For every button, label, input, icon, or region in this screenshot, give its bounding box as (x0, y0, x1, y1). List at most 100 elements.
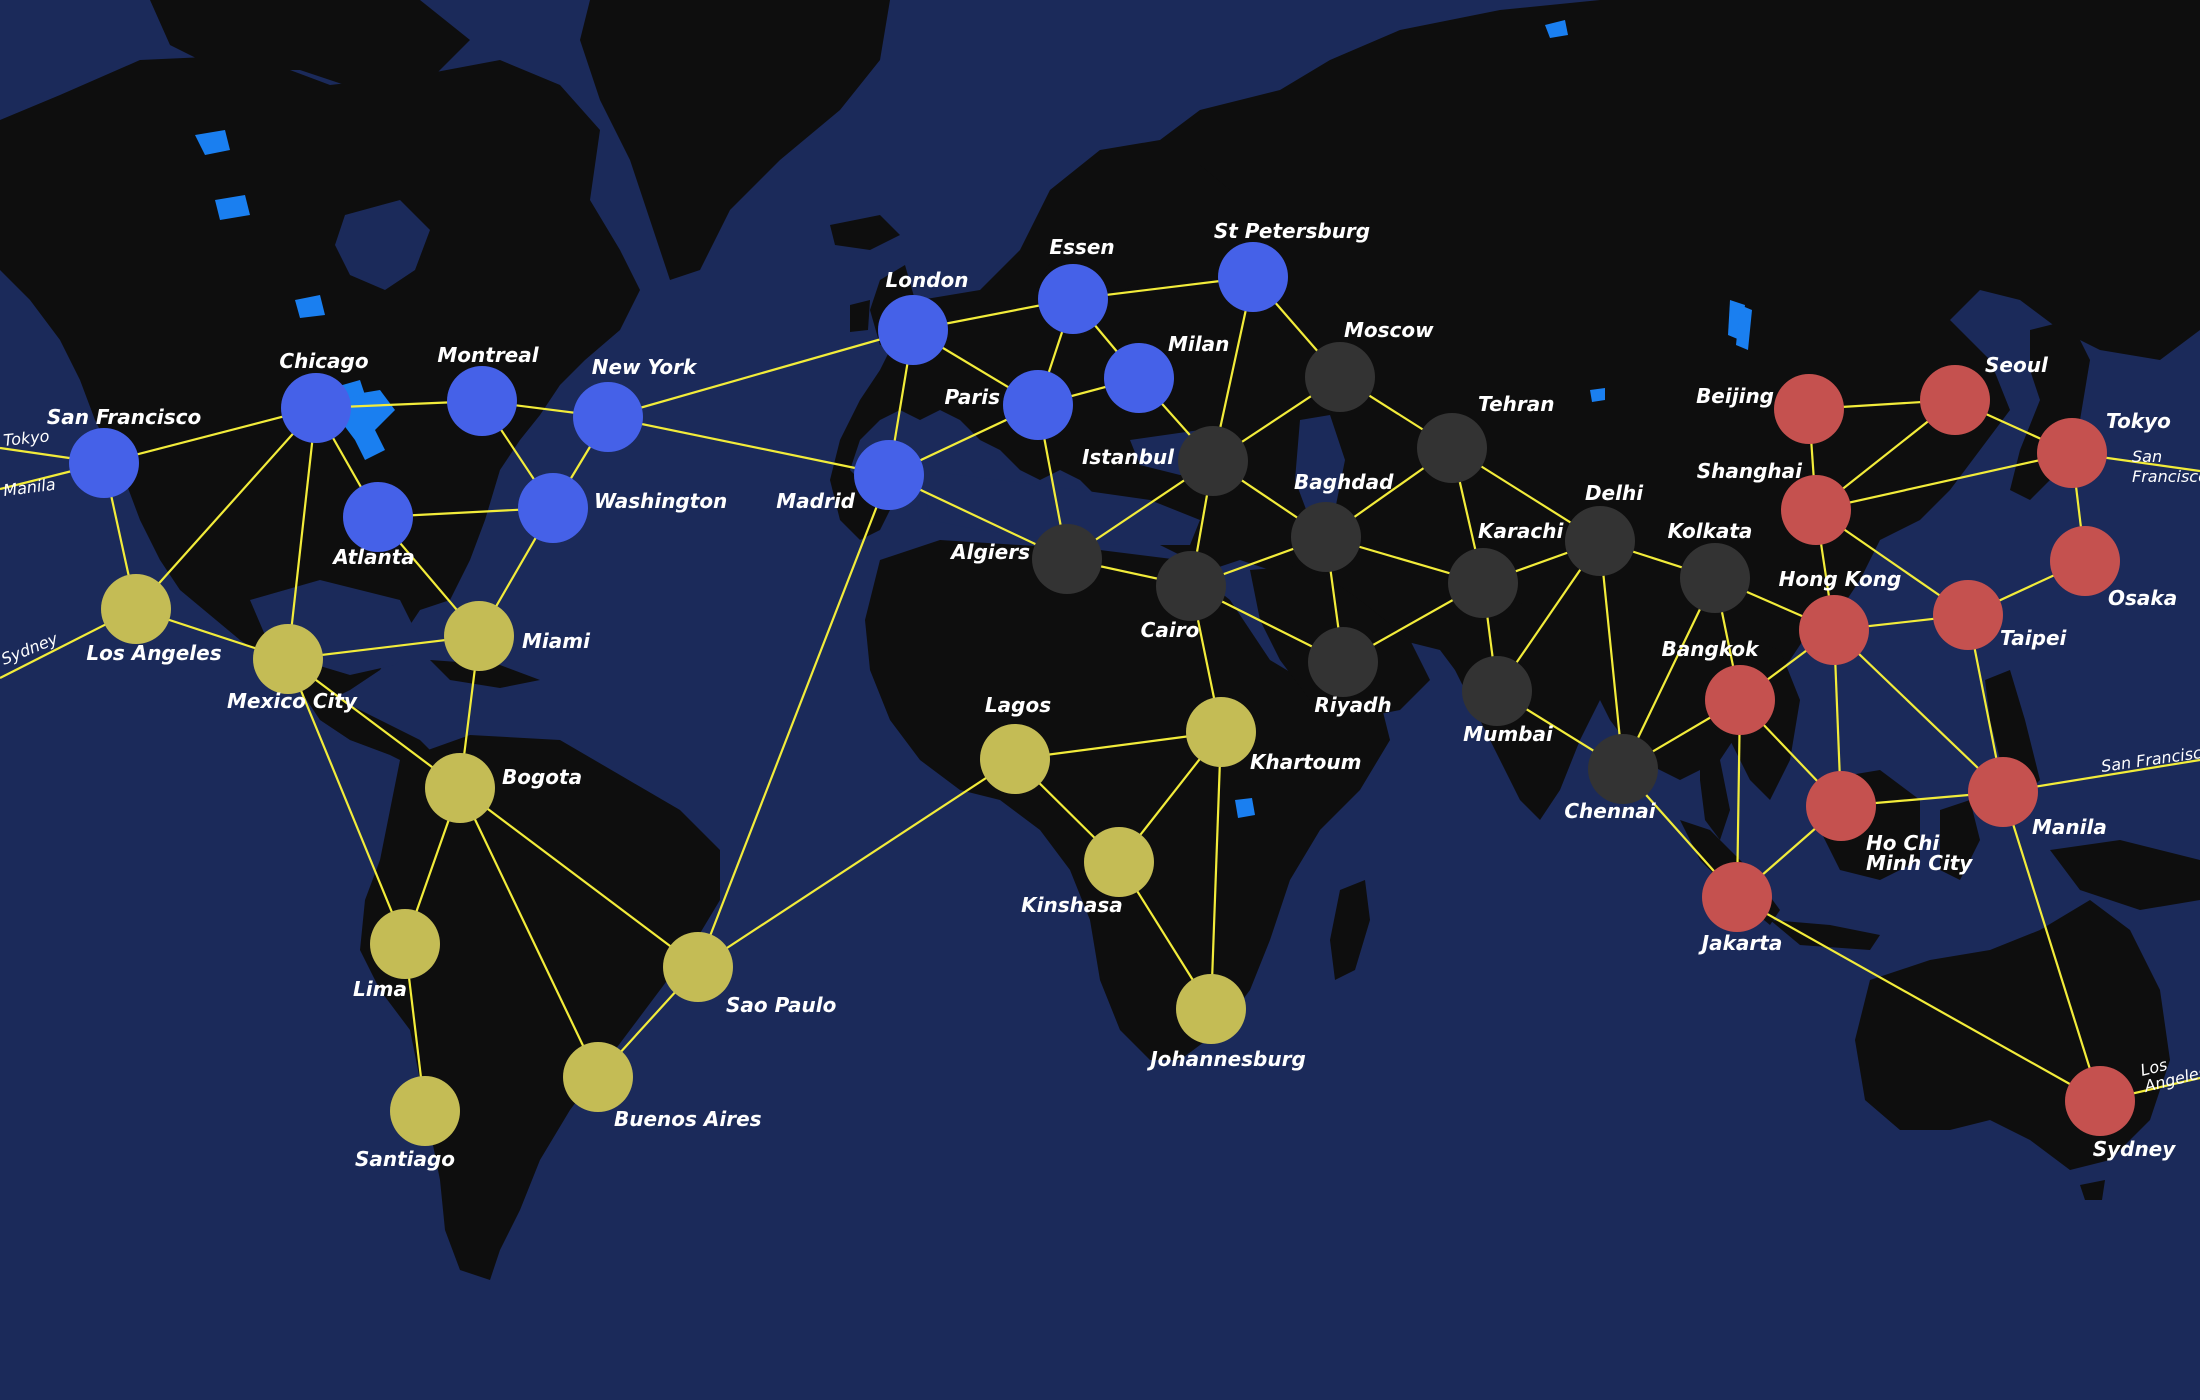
city-label-new-york: New York (592, 355, 698, 379)
city-moscow[interactable]: Moscow (1305, 318, 1434, 412)
city-marker-khartoum[interactable] (1186, 697, 1256, 767)
city-marker-riyadh[interactable] (1308, 627, 1378, 697)
city-marker-buenos-aires[interactable] (563, 1042, 633, 1112)
city-marker-tehran[interactable] (1417, 413, 1487, 483)
city-marker-delhi[interactable] (1565, 506, 1635, 576)
city-lagos[interactable]: Lagos (980, 693, 1051, 794)
city-madrid[interactable]: Madrid (776, 440, 924, 513)
city-mexico-city[interactable]: Mexico City (227, 624, 358, 713)
city-bogota[interactable]: Bogota (425, 753, 582, 823)
mediterranean-sea (920, 470, 1200, 545)
city-marker-san-francisco[interactable] (69, 428, 139, 498)
city-marker-milan[interactable] (1104, 343, 1174, 413)
city-osaka[interactable]: Osaka (2050, 526, 2177, 610)
city-marker-essen[interactable] (1038, 264, 1108, 334)
city-santiago[interactable]: Santiago (355, 1076, 460, 1171)
city-johannesburg[interactable]: Johannesburg (1146, 974, 1306, 1071)
city-mumbai[interactable]: Mumbai (1462, 656, 1554, 746)
city-tehran[interactable]: Tehran (1417, 392, 1554, 483)
city-marker-los-angeles[interactable] (101, 574, 171, 644)
city-marker-london[interactable] (878, 295, 948, 365)
edge-label-san-right-top: San (2132, 447, 2162, 466)
city-marker-moscow[interactable] (1305, 342, 1375, 412)
city-marker-madrid[interactable] (854, 440, 924, 510)
lakes (195, 20, 1752, 818)
city-marker-algiers[interactable] (1032, 524, 1102, 594)
city-marker-santiago[interactable] (390, 1076, 460, 1146)
city-marker-tokyo[interactable] (2037, 418, 2107, 488)
city-marker-chennai[interactable] (1588, 734, 1658, 804)
city-essen[interactable]: Essen (1038, 235, 1115, 334)
city-shanghai[interactable]: Shanghai (1697, 459, 1851, 545)
city-sao-paulo[interactable]: Sao Paulo (663, 932, 837, 1017)
city-ho-chi-minh-city[interactable]: Ho Chi Minh City (1806, 771, 1973, 875)
city-marker-new-york[interactable] (573, 382, 643, 452)
city-seoul[interactable]: Seoul (1920, 353, 2049, 435)
city-marker-kolkata[interactable] (1680, 543, 1750, 613)
city-marker-hong-kong[interactable] (1799, 595, 1869, 665)
city-marker-osaka[interactable] (2050, 526, 2120, 596)
city-kolkata[interactable]: Kolkata (1668, 519, 1753, 613)
city-atlanta[interactable]: Atlanta (331, 482, 415, 569)
city-kinshasa[interactable]: Kinshasa (1021, 827, 1154, 917)
city-marker-chicago[interactable] (281, 373, 351, 443)
city-delhi[interactable]: Delhi (1565, 481, 1644, 576)
city-baghdad[interactable]: Baghdad (1291, 470, 1394, 572)
city-marker-manila[interactable] (1968, 757, 2038, 827)
city-istanbul[interactable]: Istanbul (1082, 426, 1248, 496)
city-marker-miami[interactable] (444, 601, 514, 671)
city-marker-cairo[interactable] (1156, 551, 1226, 621)
city-paris[interactable]: Paris (945, 370, 1074, 440)
city-marker-lagos[interactable] (980, 724, 1050, 794)
city-montreal[interactable]: Montreal (437, 343, 540, 436)
city-marker-bogota[interactable] (425, 753, 495, 823)
city-marker-beijing[interactable] (1774, 374, 1844, 444)
city-lima[interactable]: Lima (353, 909, 440, 1001)
city-chicago[interactable]: Chicago (279, 349, 369, 443)
city-riyadh[interactable]: Riyadh (1308, 627, 1392, 717)
city-tokyo[interactable]: Tokyo (2037, 409, 2171, 488)
city-sydney[interactable]: Sydney (2065, 1066, 2176, 1161)
city-marker-baghdad[interactable] (1291, 502, 1361, 572)
city-cairo[interactable]: Cairo (1141, 551, 1226, 642)
city-khartoum[interactable]: Khartoum (1186, 697, 1361, 774)
city-marker-sydney[interactable] (2065, 1066, 2135, 1136)
city-marker-bangkok[interactable] (1705, 665, 1775, 735)
city-buenos-aires[interactable]: Buenos Aires (563, 1042, 762, 1131)
city-marker-seoul[interactable] (1920, 365, 1990, 435)
city-milan[interactable]: Milan (1104, 332, 1229, 413)
city-st-petersburg[interactable]: St Petersburg (1214, 219, 1370, 312)
city-beijing[interactable]: Beijing (1696, 374, 1844, 444)
city-los-angeles[interactable]: Los Angeles (86, 574, 222, 665)
city-london[interactable]: London (878, 268, 969, 365)
city-new-york[interactable]: New York (573, 355, 698, 452)
city-marker-sao-paulo[interactable] (663, 932, 733, 1002)
city-marker-shanghai[interactable] (1781, 475, 1851, 545)
city-marker-mumbai[interactable] (1462, 656, 1532, 726)
city-algiers[interactable]: Algiers (949, 524, 1102, 594)
city-karachi[interactable]: Karachi (1448, 519, 1564, 618)
city-marker-lima[interactable] (370, 909, 440, 979)
city-marker-istanbul[interactable] (1178, 426, 1248, 496)
city-marker-ho-chi-minh-city[interactable] (1806, 771, 1876, 841)
city-marker-kinshasa[interactable] (1084, 827, 1154, 897)
city-marker-atlanta[interactable] (343, 482, 413, 552)
city-miami[interactable]: Miami (444, 601, 591, 671)
city-bangkok[interactable]: Bangkok (1662, 637, 1775, 735)
city-marker-paris[interactable] (1003, 370, 1073, 440)
city-san-francisco[interactable]: San Francisco (47, 405, 202, 498)
city-manila[interactable]: Manila (1968, 757, 2107, 839)
city-marker-karachi[interactable] (1448, 548, 1518, 618)
city-chennai[interactable]: Chennai (1564, 734, 1658, 823)
city-hong-kong[interactable]: Hong Kong (1779, 567, 1902, 665)
city-marker-mexico-city[interactable] (253, 624, 323, 694)
city-taipei[interactable]: Taipei (1933, 580, 2068, 650)
city-marker-taipei[interactable] (1933, 580, 2003, 650)
city-jakarta[interactable]: Jakarta (1698, 862, 1783, 955)
city-marker-washington[interactable] (518, 473, 588, 543)
city-marker-st-petersburg[interactable] (1218, 242, 1288, 312)
city-washington[interactable]: Washington (518, 473, 727, 543)
city-marker-montreal[interactable] (447, 366, 517, 436)
city-marker-johannesburg[interactable] (1176, 974, 1246, 1044)
city-marker-jakarta[interactable] (1702, 862, 1772, 932)
